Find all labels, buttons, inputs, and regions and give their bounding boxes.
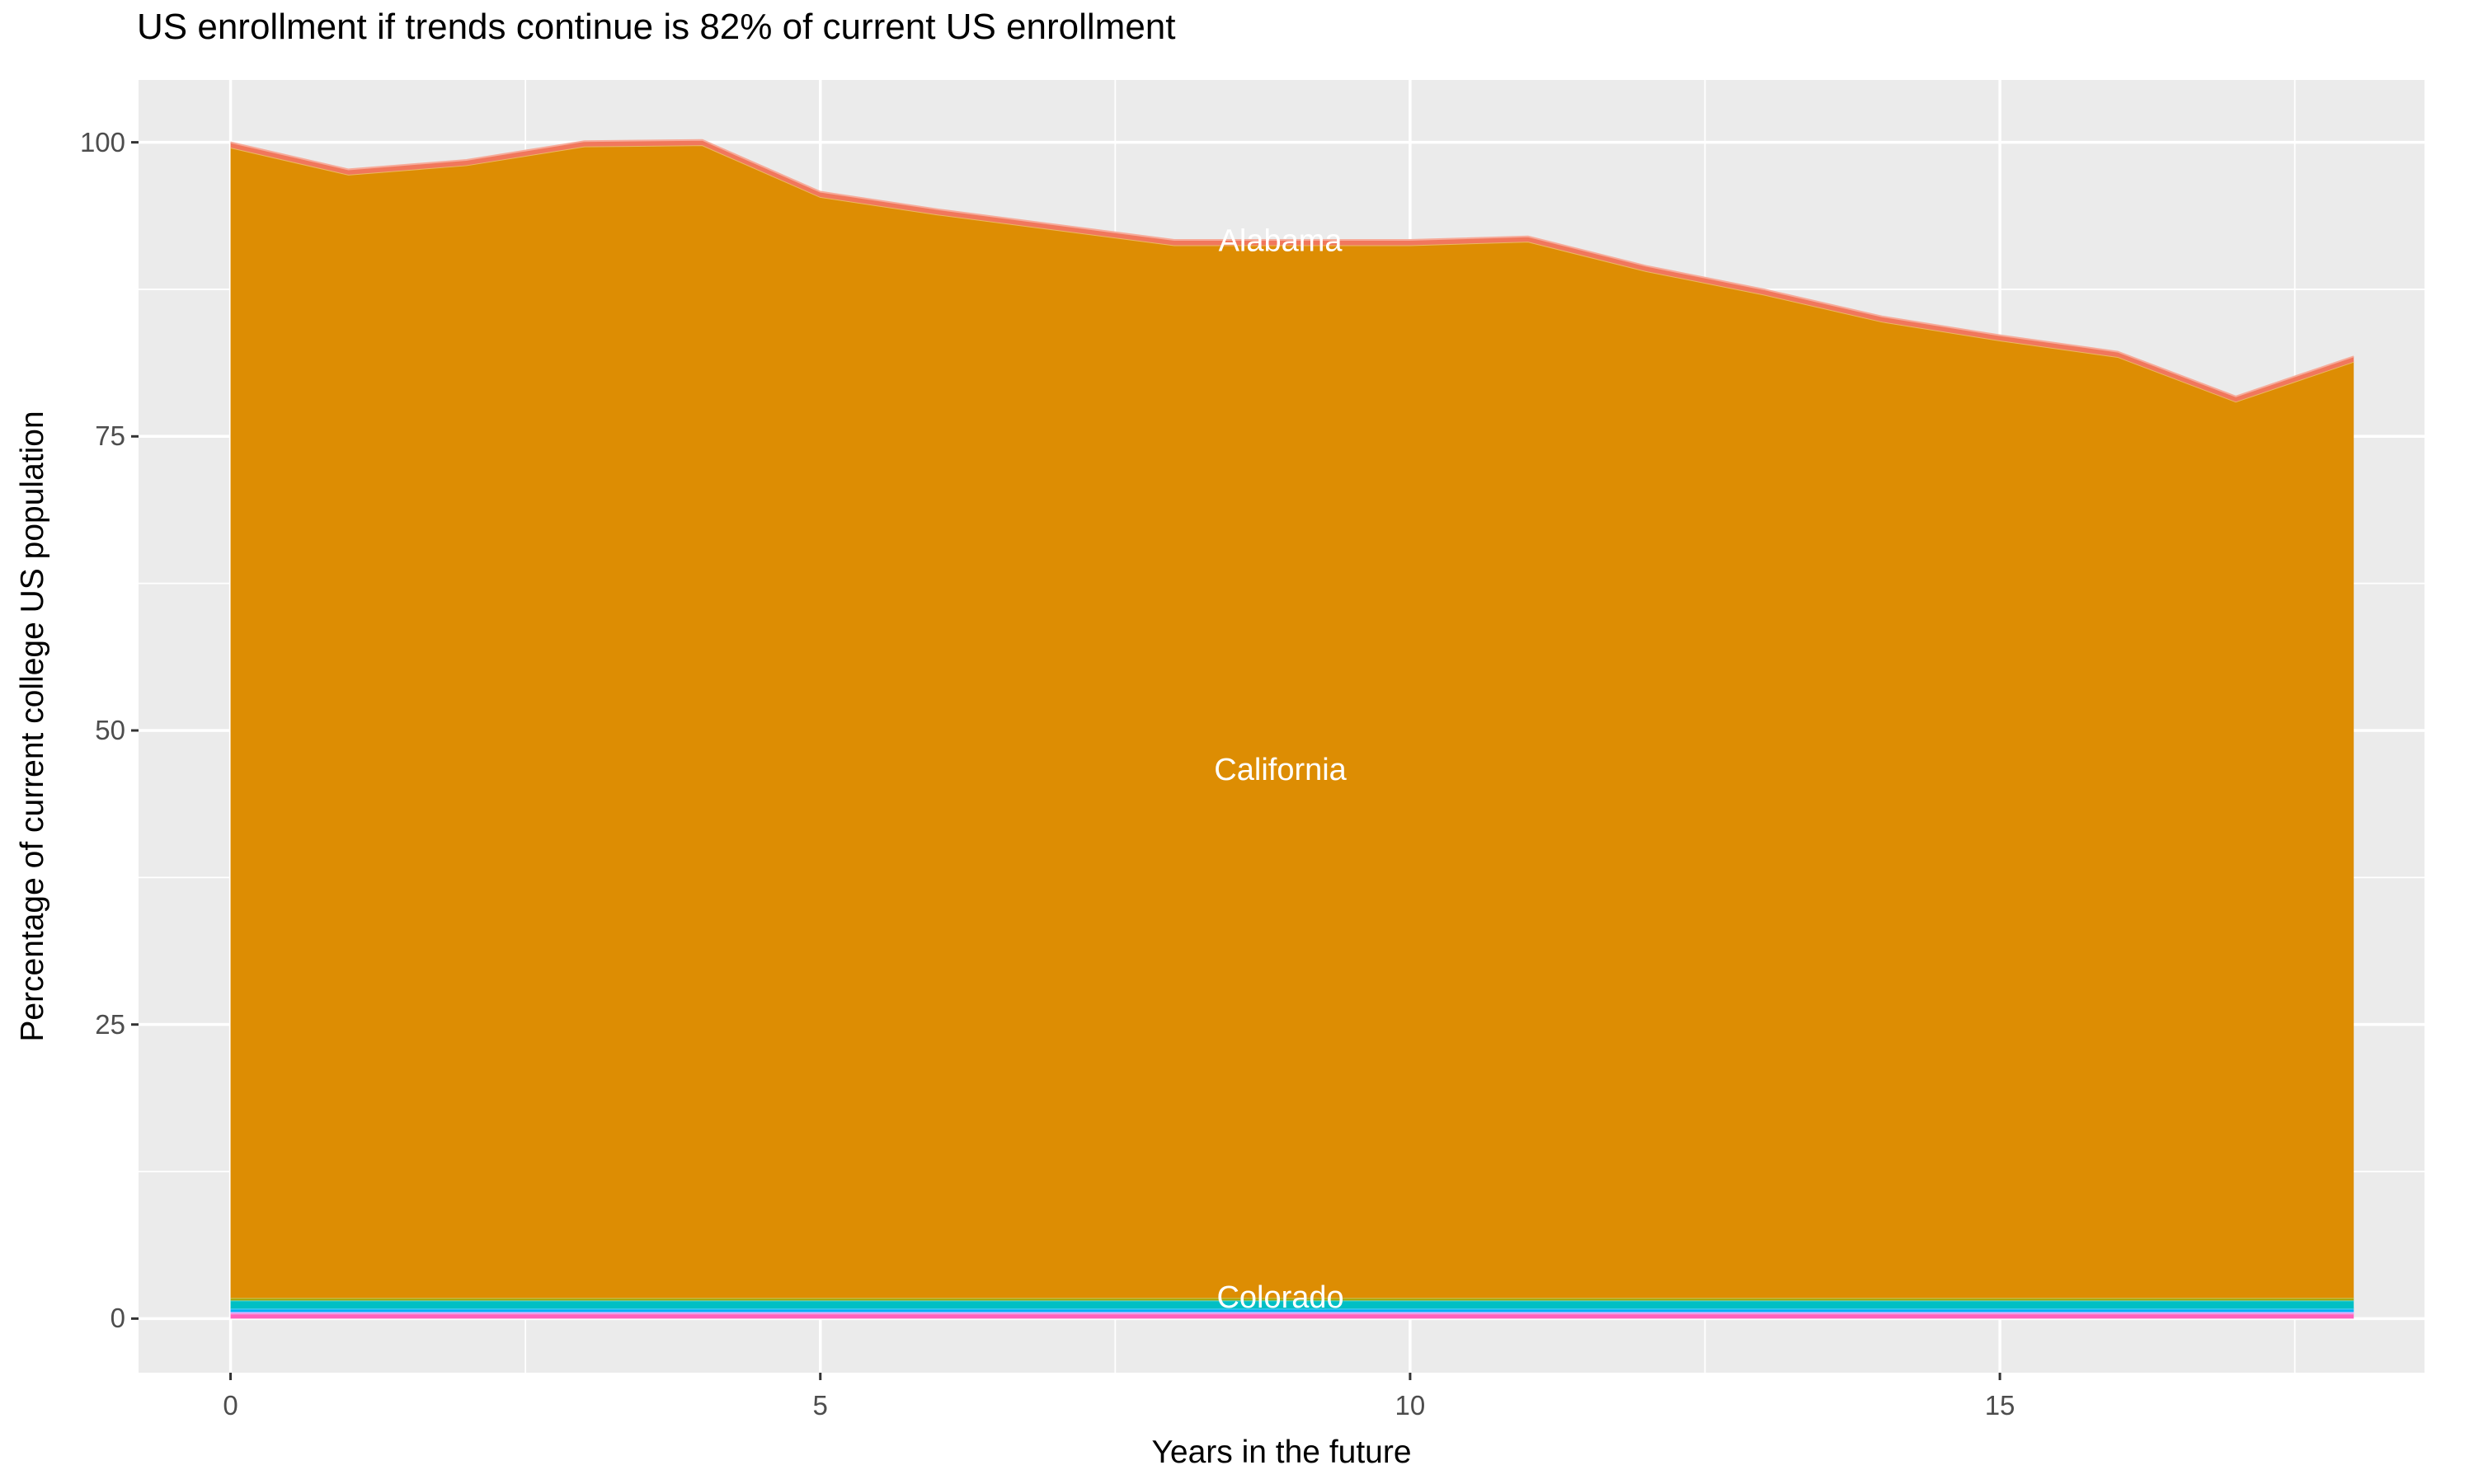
y-tick-label: 0 bbox=[110, 1303, 125, 1334]
y-tick-label: 25 bbox=[95, 1008, 125, 1040]
area-label-colorado: Colorado bbox=[1216, 1280, 1343, 1315]
x-axis-title: Years in the future bbox=[1151, 1435, 1412, 1470]
y-tick-label: 50 bbox=[95, 714, 125, 745]
area-label-alabama: Alabama bbox=[1219, 223, 1343, 258]
y-tick-label: 100 bbox=[79, 126, 125, 157]
y-tick-label: 75 bbox=[95, 420, 125, 452]
area-label-california: California bbox=[1214, 753, 1347, 787]
area-band-0 bbox=[230, 1313, 2354, 1319]
x-tick-label: 15 bbox=[1984, 1390, 2015, 1421]
x-tick-label: 0 bbox=[223, 1390, 238, 1421]
x-tick-label: 10 bbox=[1395, 1390, 1426, 1421]
x-tick-label: 5 bbox=[812, 1390, 828, 1421]
area-alabama bbox=[230, 139, 2354, 402]
area-edge-alabama bbox=[230, 139, 2354, 397]
area-band-3 bbox=[230, 1300, 2354, 1309]
area-california bbox=[230, 145, 2354, 1298]
chart-title: US enrollment if trends continue is 82% … bbox=[137, 7, 1176, 47]
